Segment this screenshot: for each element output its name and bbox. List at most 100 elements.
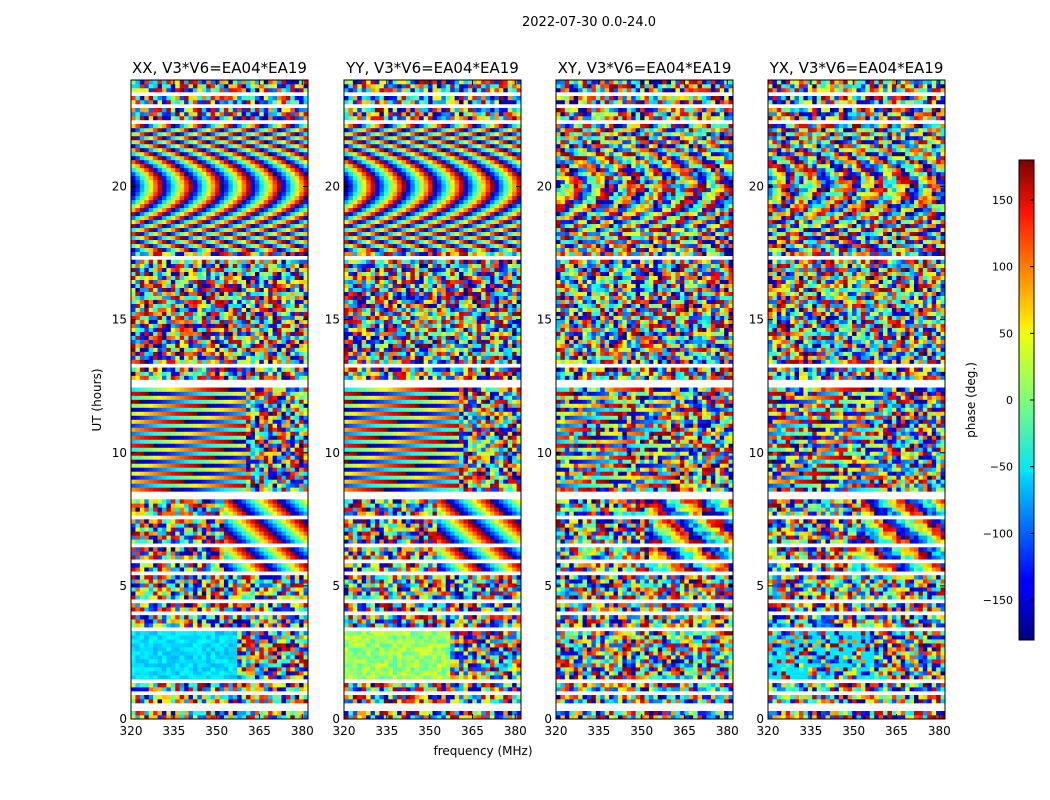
phase-cell <box>158 643 163 647</box>
phase-cell <box>215 603 220 607</box>
phase-cell <box>299 519 304 523</box>
phase-cell <box>237 575 242 579</box>
phase-cell <box>162 188 167 192</box>
phase-cell <box>273 403 278 407</box>
phase-cell <box>158 579 163 583</box>
phase-cell <box>180 344 185 348</box>
phase-cell <box>202 439 207 443</box>
phase-cell <box>193 447 198 451</box>
phase-cell <box>233 463 238 467</box>
phase-cell <box>193 264 198 268</box>
phase-cell <box>153 288 158 292</box>
phase-cell <box>193 236 198 240</box>
phase-cell <box>215 368 220 372</box>
phase-cell <box>135 439 140 443</box>
phase-cell <box>197 280 202 284</box>
phase-cell <box>264 687 269 691</box>
phase-cell <box>149 288 154 292</box>
phase-cell <box>184 200 189 204</box>
phase-cell <box>224 407 229 411</box>
phase-cell <box>259 272 264 276</box>
phase-cell <box>228 356 233 360</box>
phase-cell <box>175 567 180 571</box>
phase-cell <box>290 400 295 404</box>
phase-cell <box>246 272 251 276</box>
phase-cell <box>242 455 247 459</box>
phase-cell <box>268 176 273 180</box>
phase-cell <box>228 348 233 352</box>
phase-cell <box>299 220 304 224</box>
phase-cell <box>153 176 158 180</box>
phase-cell <box>153 212 158 216</box>
phase-cell <box>299 312 304 316</box>
phase-cell <box>255 479 260 483</box>
phase-cell <box>184 300 189 304</box>
phase-cell <box>140 336 145 340</box>
phase-cell <box>286 527 291 531</box>
phase-cell <box>162 583 167 587</box>
phase-cell <box>215 579 220 583</box>
phase-cell <box>211 647 216 651</box>
phase-cell <box>237 683 242 687</box>
phase-cell <box>224 356 229 360</box>
phase-cell <box>273 555 278 559</box>
phase-cell <box>211 427 216 431</box>
phase-cell <box>180 463 185 467</box>
phase-cell <box>202 280 207 284</box>
phase-cell <box>149 435 154 439</box>
phase-cell <box>246 304 251 308</box>
phase-cell <box>250 595 255 599</box>
phase-cell <box>242 320 247 324</box>
phase-cell <box>135 667 140 671</box>
phase-cell <box>184 487 189 491</box>
phase-cell <box>277 435 282 439</box>
phase-cell <box>228 192 233 196</box>
phase-cell <box>259 639 264 643</box>
phase-cell <box>193 439 198 443</box>
phase-cell <box>299 268 304 272</box>
phase-cell <box>149 503 154 507</box>
phase-cell <box>255 232 260 236</box>
phase-cell <box>277 479 282 483</box>
phase-cell <box>286 248 291 252</box>
phase-cell <box>175 475 180 479</box>
phase-cell <box>189 435 194 439</box>
phase-cell <box>246 615 251 619</box>
phase-cell <box>166 663 171 667</box>
phase-cell <box>228 312 233 316</box>
phase-cell <box>228 352 233 356</box>
phase-cell <box>149 591 154 595</box>
phase-cell <box>277 232 282 236</box>
phase-cell <box>220 411 225 415</box>
phase-cell <box>277 324 282 328</box>
phase-cell <box>273 463 278 467</box>
phase-cell <box>153 623 158 627</box>
phase-cell <box>135 172 140 176</box>
phase-cell <box>273 579 278 583</box>
phase-cell <box>206 411 211 415</box>
phase-cell <box>144 344 149 348</box>
phase-cell <box>250 563 255 567</box>
phase-cell <box>295 212 300 216</box>
phase-cell <box>237 503 242 507</box>
phase-cell <box>166 659 171 663</box>
phase-cell <box>140 687 145 691</box>
phase-cell <box>166 455 171 459</box>
phase-cell <box>158 352 163 356</box>
phase-cell <box>189 324 194 328</box>
phase-cell <box>233 643 238 647</box>
phase-cell <box>237 196 242 200</box>
phase-cell <box>171 208 176 212</box>
phase-cell <box>166 639 171 643</box>
phase-cell <box>237 423 242 427</box>
phase-cell <box>202 423 207 427</box>
phase-cell <box>211 228 216 232</box>
phase-cell <box>228 248 233 252</box>
phase-cell <box>180 631 185 635</box>
phase-cell <box>206 403 211 407</box>
phase-cell <box>277 507 282 511</box>
phase-cell <box>220 667 225 671</box>
phase-cell <box>171 607 176 611</box>
phase-cell <box>250 511 255 515</box>
phase-cell <box>180 439 185 443</box>
